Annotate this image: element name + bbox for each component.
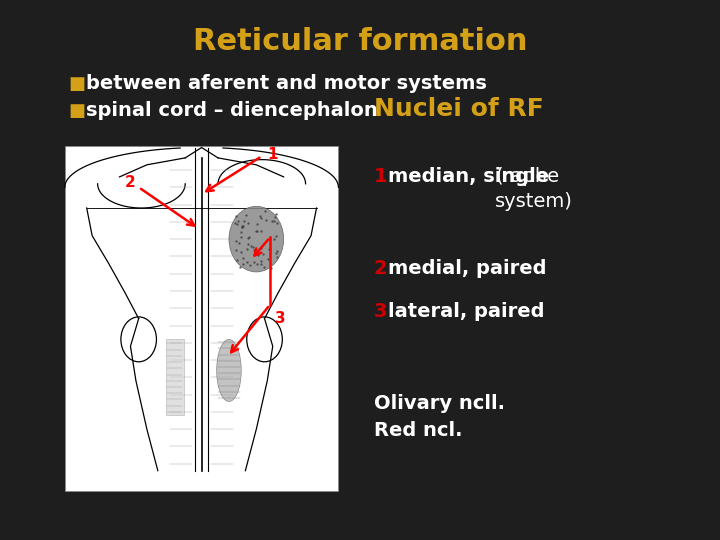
Text: 2: 2	[374, 259, 395, 278]
Text: ■: ■	[68, 75, 86, 93]
Point	[242, 233, 253, 242]
Point	[255, 260, 266, 268]
Text: Olivary ncll.
Red ncl.: Olivary ncll. Red ncl.	[374, 394, 505, 440]
Bar	[65, 146, 338, 491]
Point	[269, 234, 280, 243]
Point	[252, 260, 264, 268]
Point	[233, 217, 244, 226]
Point	[268, 217, 279, 225]
Point	[235, 227, 246, 236]
Point	[269, 213, 281, 221]
Point	[245, 241, 256, 250]
Point	[251, 227, 263, 235]
Point	[253, 251, 264, 259]
Text: (raphe
system): (raphe system)	[495, 167, 573, 211]
Text: 2: 2	[125, 174, 136, 190]
Point	[237, 260, 248, 268]
Point	[230, 237, 242, 245]
Point	[270, 231, 282, 240]
Point	[260, 206, 271, 215]
Point	[258, 249, 269, 258]
Point	[266, 217, 278, 226]
Point	[241, 258, 253, 266]
Point	[232, 219, 243, 228]
Text: spinal cord – diencephalon: spinal cord – diencephalon	[86, 101, 378, 120]
Point	[236, 222, 248, 231]
Point	[237, 222, 248, 231]
Point	[240, 211, 251, 219]
Point	[264, 235, 276, 244]
Point	[238, 221, 249, 230]
Point	[243, 233, 254, 241]
Point	[251, 227, 262, 235]
Text: median, single: median, single	[388, 167, 557, 186]
Point	[270, 248, 282, 257]
Point	[242, 219, 253, 227]
Point	[243, 240, 254, 249]
Text: 3: 3	[276, 311, 286, 326]
Point	[237, 221, 248, 230]
Ellipse shape	[217, 339, 241, 402]
Text: medial, paired: medial, paired	[388, 259, 547, 278]
Point	[256, 257, 267, 266]
Point	[248, 246, 260, 254]
Point	[255, 212, 266, 221]
Point	[265, 264, 276, 273]
Point	[238, 253, 249, 262]
Point	[270, 210, 282, 218]
Text: 1: 1	[374, 167, 395, 186]
Point	[256, 213, 267, 222]
Point	[234, 262, 246, 271]
Point	[271, 219, 282, 227]
Text: ■: ■	[68, 102, 86, 120]
Point	[241, 245, 253, 253]
Point	[271, 247, 283, 256]
Point	[255, 227, 266, 235]
Point	[235, 248, 247, 256]
Bar	[166, 339, 184, 415]
Point	[263, 255, 274, 264]
Point	[261, 215, 272, 224]
Point	[230, 219, 241, 227]
Ellipse shape	[229, 206, 284, 272]
Text: Nuclei of RF: Nuclei of RF	[374, 97, 544, 121]
Text: Reticular formation: Reticular formation	[193, 27, 527, 56]
Point	[230, 246, 242, 254]
Point	[255, 243, 266, 252]
Text: lateral, paired: lateral, paired	[388, 302, 545, 321]
Point	[263, 245, 274, 254]
Point	[248, 243, 259, 252]
Point	[251, 220, 263, 228]
Point	[231, 256, 243, 265]
Text: between aferent and motor systems: between aferent and motor systems	[86, 74, 487, 93]
Point	[248, 258, 259, 266]
Text: 3: 3	[374, 302, 395, 321]
Text: 1: 1	[267, 147, 278, 162]
Point	[245, 260, 256, 269]
Point	[233, 239, 245, 248]
Point	[238, 216, 250, 225]
Point	[271, 253, 283, 261]
Point	[258, 262, 270, 271]
Point	[230, 212, 242, 220]
Point	[235, 232, 247, 241]
